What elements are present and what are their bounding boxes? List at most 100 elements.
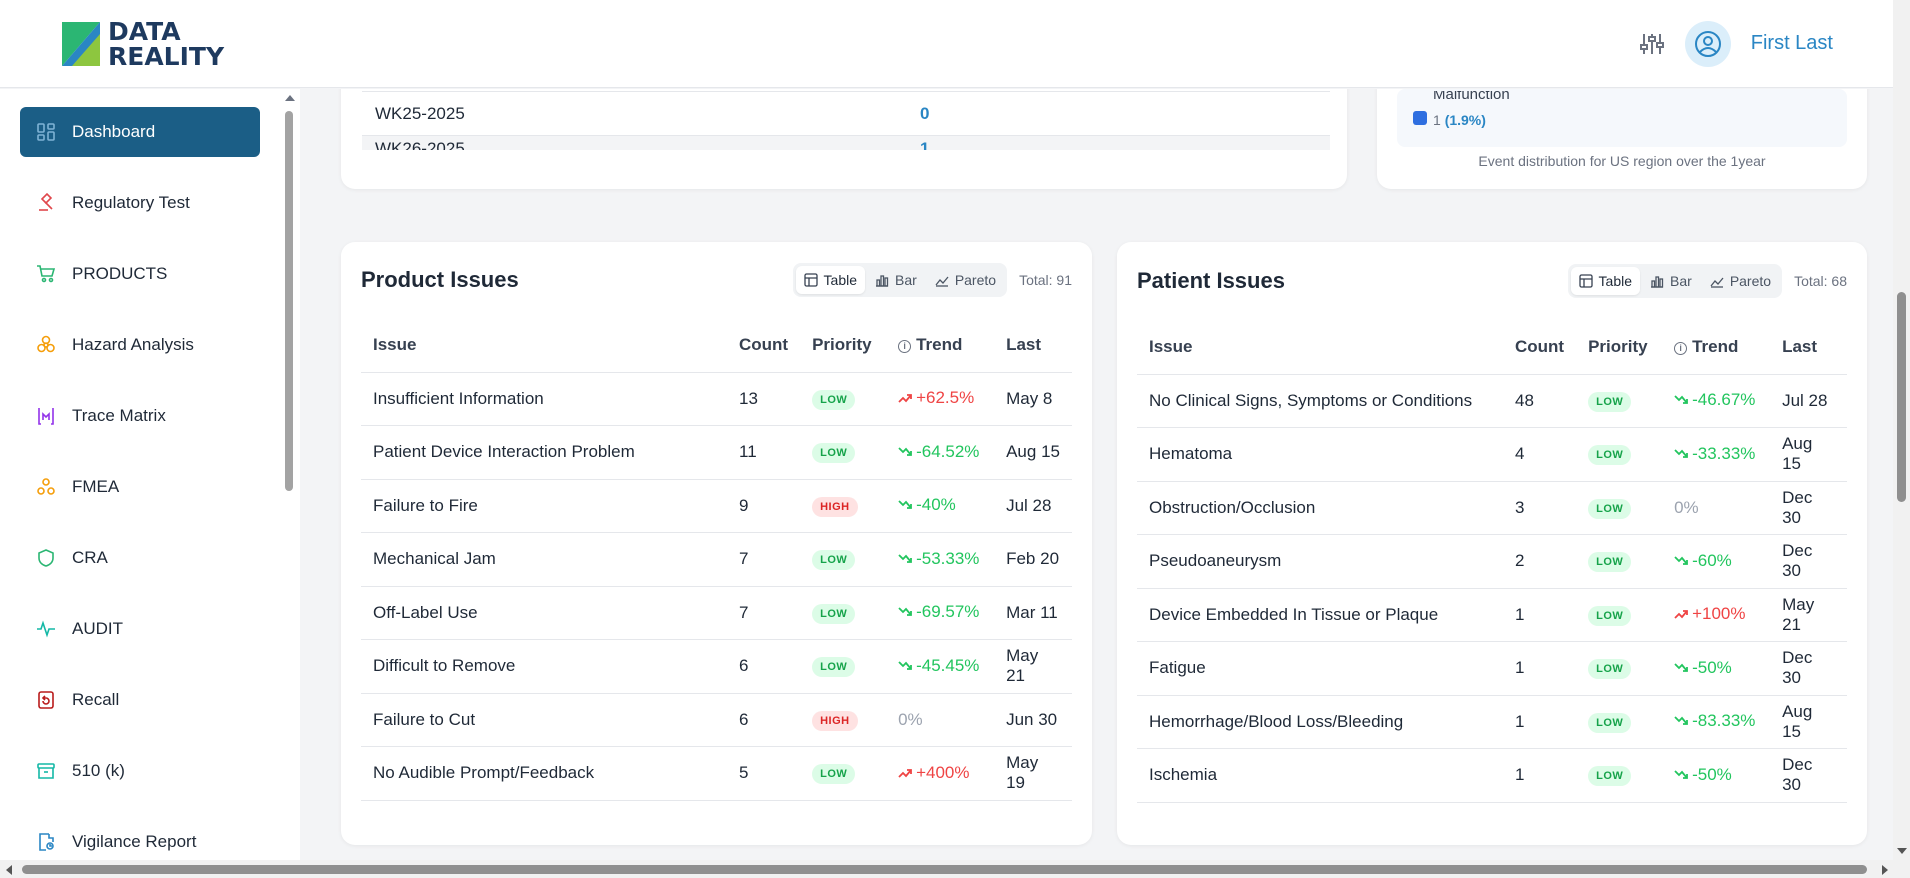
view-bar-button[interactable]: Bar — [867, 266, 925, 294]
scroll-left-arrow-icon[interactable] — [6, 865, 12, 875]
trend-cell: 0% — [1662, 481, 1771, 535]
scroll-up-arrow-icon[interactable] — [285, 95, 295, 101]
col-last[interactable]: Last — [1770, 320, 1847, 375]
view-bar-button[interactable]: Bar — [1642, 267, 1700, 295]
col-issue[interactable]: Issue — [1137, 320, 1503, 375]
trend-cell: +62.5% — [886, 372, 995, 426]
view-table-button[interactable]: Table — [795, 266, 866, 294]
sidebar-item-recall[interactable]: Recall — [20, 675, 260, 725]
legend-name: Malfunction — [1433, 91, 1510, 103]
last-date: Dec 30 — [1770, 641, 1847, 696]
col-count[interactable]: Count — [1503, 320, 1577, 375]
table-row[interactable]: Hematoma 4 LOW -33.33% Aug 15 — [1137, 427, 1847, 482]
issue-name: Pseudoaneurysm — [1137, 534, 1503, 589]
sidebar-item-dashboard[interactable]: Dashboard — [20, 107, 260, 157]
sidebar-scroll-thumb[interactable] — [285, 111, 293, 491]
app-logo[interactable]: DATA REALITY — [60, 19, 224, 69]
trend-value: -50% — [1674, 658, 1732, 678]
sliders-icon[interactable] — [1639, 31, 1665, 57]
page-scroll-thumb[interactable] — [1897, 292, 1906, 502]
last-date: Jun 30 — [994, 693, 1072, 747]
sidebar-item-audit[interactable]: AUDIT — [20, 604, 260, 654]
table-row[interactable]: Hemorrhage/Blood Loss/Bleeding 1 LOW -83.33… — [1137, 695, 1847, 749]
trend-value: -45.45% — [898, 656, 979, 676]
table-row[interactable]: Fatigue 1 LOW -50% Dec 30 — [1137, 641, 1847, 696]
sidebar-item-hazard-analysis[interactable]: Hazard Analysis — [20, 320, 260, 370]
table-row[interactable]: Insufficient Information 13 LOW +62.5% May 8 — [361, 372, 1072, 426]
page-horizontal-scrollbar[interactable] — [0, 860, 1910, 878]
col-priority[interactable]: Priority — [800, 318, 887, 373]
issue-count: 7 — [727, 586, 801, 640]
priority-badge: LOW — [812, 764, 856, 785]
sidebar-item-trace-matrix[interactable]: Trace Matrix — [20, 391, 260, 441]
view-bar-label: Bar — [895, 272, 917, 288]
trend-value: +62.5% — [898, 388, 974, 408]
trend-cell: -50% — [1662, 748, 1771, 803]
col-issue[interactable]: Issue — [361, 318, 727, 373]
trend-value: -83.33% — [1674, 711, 1755, 731]
scroll-right-arrow-icon[interactable] — [1882, 865, 1888, 875]
trend-down-icon — [898, 661, 912, 670]
sidebar-item-products[interactable]: PRODUCTS — [20, 249, 260, 299]
sidebar-item-510k[interactable]: 510 (k) — [20, 746, 260, 796]
issue-name: Mechanical Jam — [361, 532, 727, 587]
issue-name: Insufficient Information — [361, 372, 727, 426]
view-pareto-button[interactable]: Pareto — [927, 266, 1004, 294]
avatar[interactable] — [1684, 20, 1731, 67]
table-row[interactable]: Failure to Fire 9 HIGH -40% Jul 28 — [361, 479, 1072, 533]
table-row[interactable]: No Audible Prompt/Feedback 5 LOW +400% May 1… — [361, 746, 1072, 801]
page-hscroll-thumb[interactable] — [22, 865, 1867, 874]
product-issues-card: Product Issues Table Bar Pareto — [341, 242, 1092, 845]
issue-name: Failure to Cut — [361, 693, 727, 747]
info-icon[interactable]: i — [1674, 341, 1688, 355]
table-row[interactable]: No Clinical Signs, Symptoms or Condition… — [1137, 374, 1847, 428]
table-row[interactable]: Off-Label Use 7 LOW -69.57% Mar 11 — [361, 586, 1072, 640]
view-pareto-button[interactable]: Pareto — [1702, 267, 1779, 295]
trend-text: +400% — [916, 762, 970, 782]
total-count: Total: 91 — [1019, 272, 1072, 288]
priority-cell: LOW — [800, 532, 887, 587]
scroll-down-arrow-icon[interactable] — [1897, 848, 1907, 854]
view-table-button[interactable]: Table — [1570, 267, 1641, 295]
issue-count: 3 — [1503, 481, 1577, 535]
col-priority[interactable]: Priority — [1576, 320, 1663, 375]
sidebar-item-regulatory-test[interactable]: Regulatory Test — [20, 178, 260, 228]
col-count[interactable]: Count — [727, 318, 801, 373]
table-row[interactable]: Obstruction/Occlusion 3 LOW 0% Dec 30 — [1137, 481, 1847, 535]
table-row[interactable]: Failure to Cut 6 HIGH 0% Jun 30 — [361, 693, 1072, 747]
table-row[interactable]: Mechanical Jam 7 LOW -53.33% Feb 20 — [361, 532, 1072, 587]
week-value[interactable]: 1 — [920, 139, 930, 150]
user-name[interactable]: First Last — [1750, 32, 1833, 54]
sidebar-item-fmea[interactable]: FMEA — [20, 462, 260, 512]
col-trend[interactable]: i Trend — [1662, 320, 1771, 375]
trend-value: -69.57% — [898, 602, 979, 622]
issue-count: 9 — [727, 479, 801, 533]
trend-down-icon — [898, 554, 912, 563]
sidebar-item-vigilance-report[interactable]: Vigilance Report — [20, 817, 260, 860]
table-row[interactable]: Ischemia 1 LOW -50% Dec 30 — [1137, 748, 1847, 803]
col-last[interactable]: Last — [994, 318, 1072, 373]
table-row[interactable]: Pseudoaneurysm 2 LOW -60% Dec 30 — [1137, 534, 1847, 589]
sidebar-scrollbar[interactable] — [283, 89, 295, 860]
issue-name: No Audible Prompt/Feedback — [361, 746, 727, 801]
product-issues-table: Issue Count Priority i Trend Last Insuffi… — [361, 318, 1072, 801]
legend-item: Malfunction 1 (1.9%) — [1397, 89, 1847, 147]
table-row[interactable]: Patient Device Interaction Problem 11 LOW -… — [361, 425, 1072, 480]
cart-icon — [37, 265, 56, 283]
col-trend[interactable]: i Trend — [886, 318, 995, 373]
sidebar-item-cra[interactable]: CRA — [20, 533, 260, 583]
table-row[interactable]: Device Embedded In Tissue or Plaque 1 LOW +… — [1137, 588, 1847, 642]
issue-name: Device Embedded In Tissue or Plaque — [1137, 588, 1503, 642]
trend-down-icon — [1674, 716, 1688, 726]
table-row[interactable]: Difficult to Remove 6 LOW -45.45% May 21 — [361, 639, 1072, 694]
week-value[interactable]: 0 — [920, 103, 930, 123]
shield-icon — [38, 549, 54, 567]
issue-count: 7 — [727, 532, 801, 587]
info-icon[interactable]: i — [898, 339, 912, 353]
sidebar: Dashboard Regulatory Test PRODUCTS Hazar… — [0, 89, 300, 860]
issue-count: 1 — [1503, 641, 1577, 696]
trend-value: -60% — [1674, 551, 1732, 571]
priority-badge: HIGH — [812, 710, 858, 731]
page-vertical-scrollbar[interactable] — [1893, 0, 1910, 860]
col-trend-label: Trend — [1692, 336, 1739, 356]
